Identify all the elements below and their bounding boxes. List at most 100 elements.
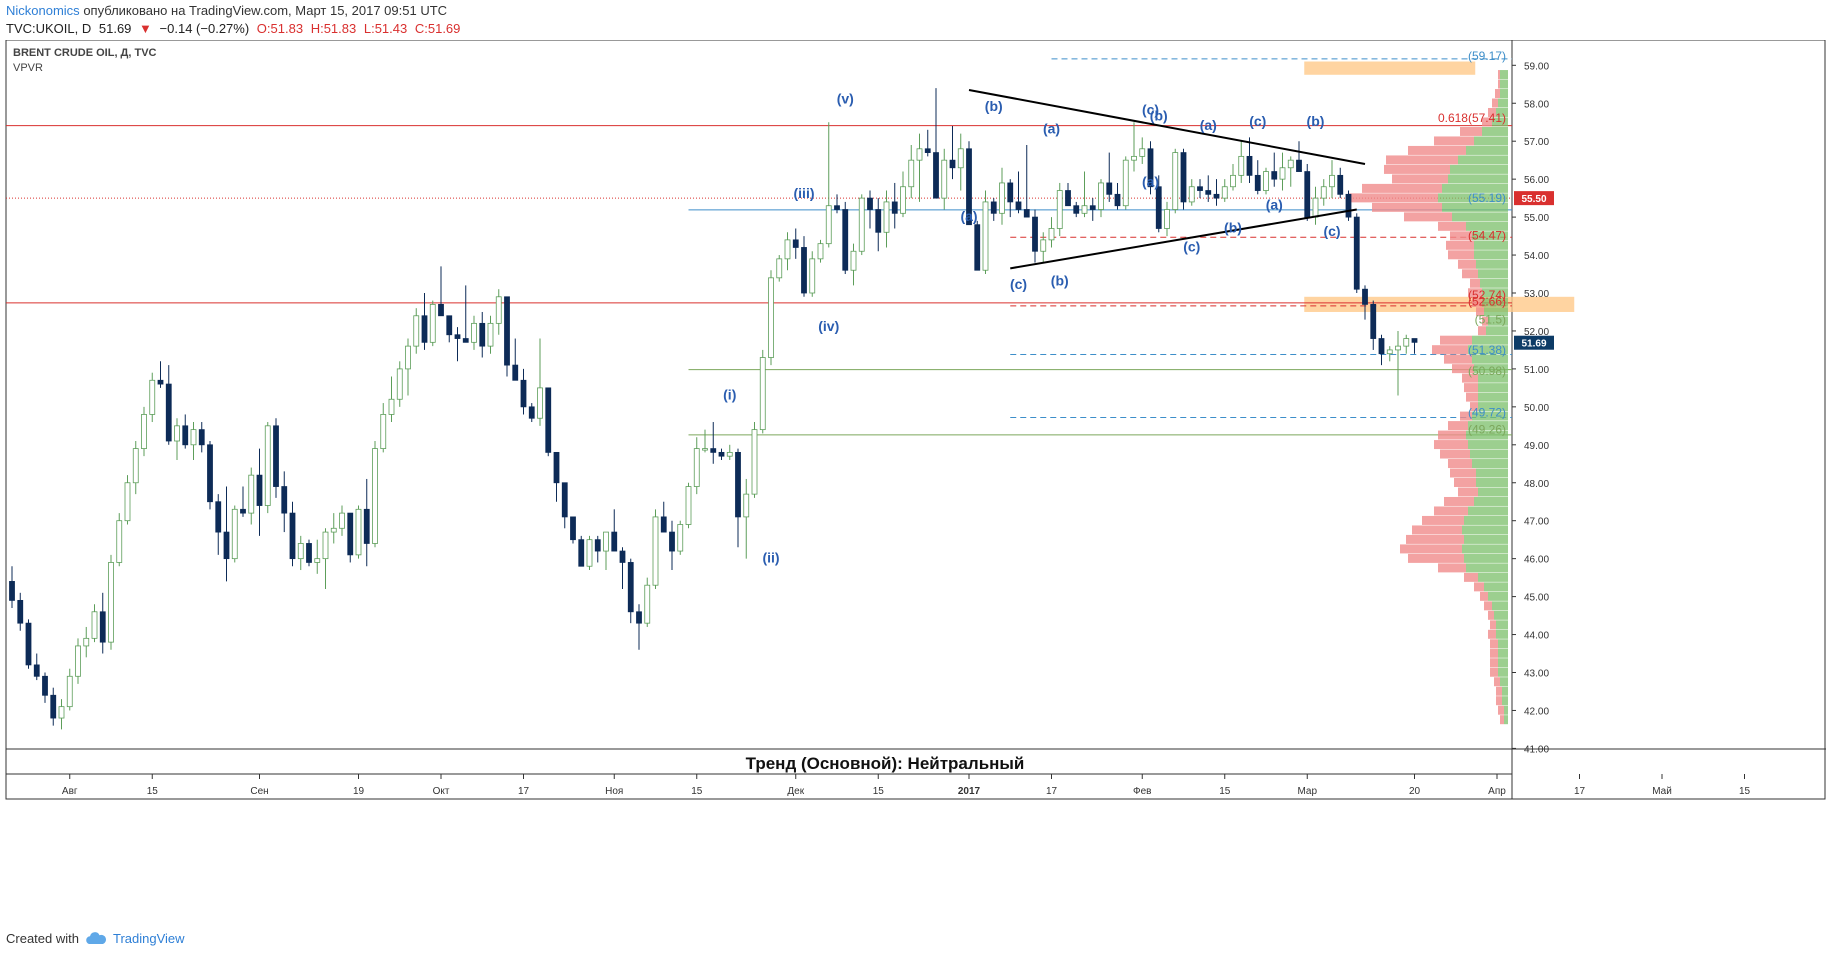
wave-label: (a) xyxy=(1142,174,1159,190)
price-chart[interactable]: BRENT CRUDE OIL, Д, TVC VPVR (v) (iii) (iv) (… xyxy=(0,40,1826,920)
candle xyxy=(751,429,758,495)
vp-bar-down xyxy=(1490,658,1498,668)
vp-bar-down xyxy=(1452,364,1474,374)
candle xyxy=(966,148,972,226)
vp-bar-down xyxy=(1492,98,1498,108)
level-price-label: (52.66) xyxy=(1468,294,1506,308)
triangle-trendline[interactable] xyxy=(968,88,1366,165)
vp-bar-up xyxy=(1488,316,1508,326)
wave-label: (b) xyxy=(1051,272,1069,288)
vp-bar-down xyxy=(1444,354,1472,364)
candle xyxy=(438,303,444,317)
candle xyxy=(900,186,906,214)
candle xyxy=(685,486,692,525)
y-tick-label: 42.00 xyxy=(1524,706,1549,717)
vp-bar-down xyxy=(1460,126,1482,136)
y-tick-label: 55.00 xyxy=(1524,213,1549,224)
chart-frame xyxy=(5,40,1826,800)
candle xyxy=(1081,205,1088,214)
candle xyxy=(957,148,964,169)
vp-bar-down xyxy=(1482,117,1492,127)
triangle-trendline[interactable] xyxy=(1010,208,1357,270)
x-tick-label: 15 xyxy=(147,786,159,797)
level-price-label: 0.618(57.41) xyxy=(1438,111,1506,125)
candle xyxy=(1164,209,1170,229)
vp-bar-down xyxy=(1400,544,1462,554)
wave-label: (ii) xyxy=(762,549,779,565)
candle xyxy=(537,387,543,419)
vp-bar-up xyxy=(1478,402,1508,412)
vp-bar-up xyxy=(1472,335,1508,345)
candle xyxy=(1131,155,1137,161)
candle xyxy=(231,508,238,560)
candle xyxy=(1032,216,1038,252)
close-value: C:51.69 xyxy=(414,21,461,36)
vp-bar-down xyxy=(1446,240,1474,250)
candle xyxy=(809,258,816,294)
candle xyxy=(165,383,172,442)
price-badge xyxy=(1514,191,1554,206)
level-price-label: (52.74) xyxy=(1468,288,1506,302)
candle xyxy=(1304,171,1311,218)
candle xyxy=(933,152,939,199)
vp-bar-down xyxy=(1496,696,1502,706)
vp-bar-down xyxy=(1464,572,1478,582)
candle xyxy=(784,239,791,260)
wave-label: (b) xyxy=(1307,113,1325,129)
symbol[interactable]: TVC:UKOIL, D xyxy=(6,21,92,36)
candle xyxy=(281,486,288,514)
candle xyxy=(611,531,618,552)
vp-bar-up xyxy=(1476,259,1508,269)
candle xyxy=(339,512,345,529)
vp-bar-up xyxy=(1478,373,1508,383)
candle xyxy=(66,675,73,708)
candle xyxy=(1411,338,1418,343)
vp-bar-up xyxy=(1438,193,1508,203)
candle xyxy=(768,277,774,358)
candle xyxy=(545,387,552,453)
level-price-label: (51.38) xyxy=(1468,343,1506,357)
candle xyxy=(743,493,750,518)
vp-bar-down xyxy=(1440,335,1472,345)
candle xyxy=(1048,228,1055,241)
vp-bar-down xyxy=(1488,107,1496,117)
y-tick-label: 43.00 xyxy=(1524,669,1549,680)
tradingview-brand-link[interactable]: TradingView xyxy=(112,931,185,946)
x-tick-label: 15 xyxy=(1739,786,1751,797)
vp-bar-up xyxy=(1442,183,1508,193)
candle xyxy=(924,148,931,153)
x-tick-label: Май xyxy=(1652,786,1672,797)
vp-bar-down xyxy=(1392,174,1448,184)
vp-bar-up xyxy=(1496,629,1508,639)
candle xyxy=(182,425,189,446)
candle xyxy=(413,315,420,347)
vp-bar-down xyxy=(1462,269,1478,279)
vp-bar-down xyxy=(1494,677,1500,687)
candle xyxy=(916,148,923,161)
vp-bar-down xyxy=(1384,164,1450,174)
vp-bar-down xyxy=(1490,639,1498,649)
vp-bar-up xyxy=(1466,145,1508,155)
author-link[interactable]: Nickonomics xyxy=(6,3,80,18)
level-price-label: (50.98) xyxy=(1468,364,1506,378)
candle xyxy=(702,448,708,451)
candle xyxy=(570,516,576,541)
candle xyxy=(330,527,337,533)
vp-bar-down xyxy=(1450,468,1476,478)
candle xyxy=(289,512,296,560)
vp-bar-up xyxy=(1492,601,1508,611)
candle xyxy=(240,508,246,514)
candle xyxy=(660,516,667,533)
candle xyxy=(520,379,527,408)
vp-bar-up xyxy=(1466,563,1508,573)
candle xyxy=(1329,174,1335,188)
x-tick-label: 19 xyxy=(353,786,365,797)
vp-bar-down xyxy=(1464,383,1478,393)
candle xyxy=(636,611,642,624)
vp-bar-down xyxy=(1462,373,1478,383)
resistance-zone[interactable] xyxy=(1304,61,1476,75)
candle xyxy=(116,520,123,563)
vp-bar-up xyxy=(1486,326,1508,336)
y-tick-label: 56.00 xyxy=(1524,175,1549,186)
vp-bar-up xyxy=(1476,478,1508,487)
